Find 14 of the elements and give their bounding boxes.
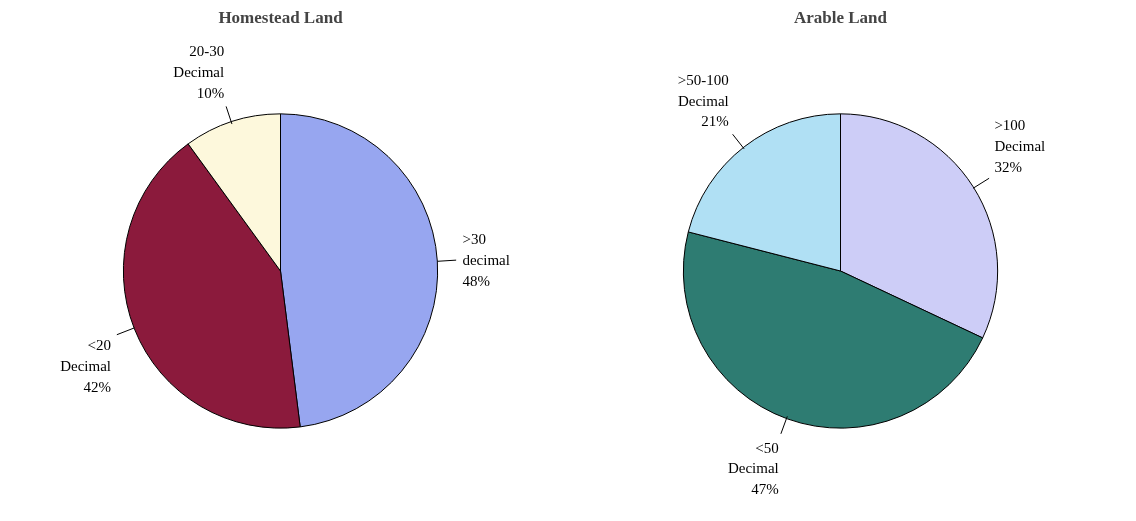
slice-label: <50 Decimal (727, 439, 779, 477)
slice-label: <20 Decimal (60, 336, 112, 374)
data-label: 21% (701, 113, 729, 130)
slice-label: >100 Decimal (994, 117, 1046, 155)
chart-title: Arable Land (793, 7, 888, 27)
data-label: 48% (462, 272, 490, 289)
data-label: 42% (83, 378, 112, 395)
data-label: 47% (751, 481, 779, 498)
slice-label: 20-30 Decimal (173, 42, 225, 80)
slice-label: >30 decimal (462, 230, 510, 268)
data-label: 32% (994, 158, 1022, 175)
slice-label: >50-100 Decimal (677, 71, 729, 109)
data-label: 10% (196, 84, 225, 101)
chart-title: Homestead Land (218, 7, 344, 27)
